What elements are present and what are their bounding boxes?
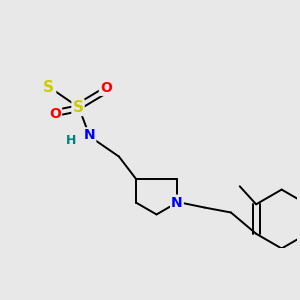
Text: H: H — [66, 134, 77, 147]
Text: N: N — [171, 196, 183, 210]
Text: S: S — [43, 80, 54, 95]
Text: O: O — [100, 81, 112, 95]
Text: N: N — [84, 128, 95, 142]
Text: O: O — [49, 107, 61, 121]
Text: S: S — [45, 81, 55, 95]
Text: S: S — [73, 100, 83, 115]
